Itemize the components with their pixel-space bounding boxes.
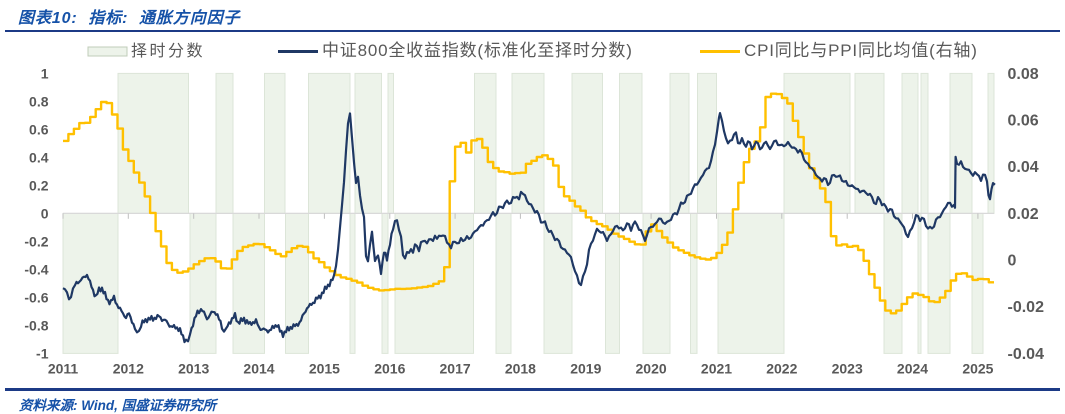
svg-text:2022: 2022 — [766, 361, 797, 377]
svg-text:0.08: 0.08 — [1008, 66, 1039, 83]
svg-text:-0.6: -0.6 — [24, 289, 48, 305]
svg-text:2020: 2020 — [636, 361, 667, 377]
svg-text:0.2: 0.2 — [29, 177, 49, 193]
svg-text:2017: 2017 — [440, 361, 471, 377]
svg-text:择时分数: 择时分数 — [131, 42, 205, 60]
svg-text:-0.8: -0.8 — [24, 317, 48, 333]
svg-text:2023: 2023 — [832, 361, 863, 377]
svg-text:0: 0 — [41, 205, 49, 221]
svg-text:0.02: 0.02 — [1008, 206, 1039, 223]
svg-text:-0.04: -0.04 — [1008, 346, 1045, 363]
svg-text:2014: 2014 — [243, 361, 274, 377]
svg-text:2012: 2012 — [113, 361, 144, 377]
svg-text:2015: 2015 — [309, 361, 340, 377]
svg-text:0.04: 0.04 — [1008, 159, 1039, 176]
svg-text:2019: 2019 — [570, 361, 601, 377]
svg-text:-0.4: -0.4 — [24, 261, 48, 277]
svg-text:-0.02: -0.02 — [1008, 299, 1045, 316]
svg-text:2021: 2021 — [701, 361, 732, 377]
svg-text:2013: 2013 — [178, 361, 209, 377]
svg-text:0.6: 0.6 — [29, 121, 49, 137]
svg-text:1: 1 — [41, 65, 49, 81]
svg-text:2018: 2018 — [505, 361, 536, 377]
svg-text:中证800全收益指数(标准化至择时分数): 中证800全收益指数(标准化至择时分数) — [322, 41, 633, 60]
svg-text:0.4: 0.4 — [29, 149, 49, 165]
svg-text:2025: 2025 — [962, 361, 993, 377]
svg-text:0.06: 0.06 — [1008, 113, 1039, 130]
svg-text:-0.2: -0.2 — [24, 233, 48, 249]
svg-text:-1: -1 — [36, 345, 49, 361]
svg-text:0: 0 — [1008, 253, 1017, 270]
svg-text:2024: 2024 — [897, 361, 928, 377]
svg-text:0.8: 0.8 — [29, 93, 49, 109]
svg-text:2011: 2011 — [48, 361, 79, 377]
svg-text:2016: 2016 — [374, 361, 405, 377]
svg-text:CPI同比与PPI同比均值(右轴): CPI同比与PPI同比均值(右轴) — [744, 41, 978, 60]
